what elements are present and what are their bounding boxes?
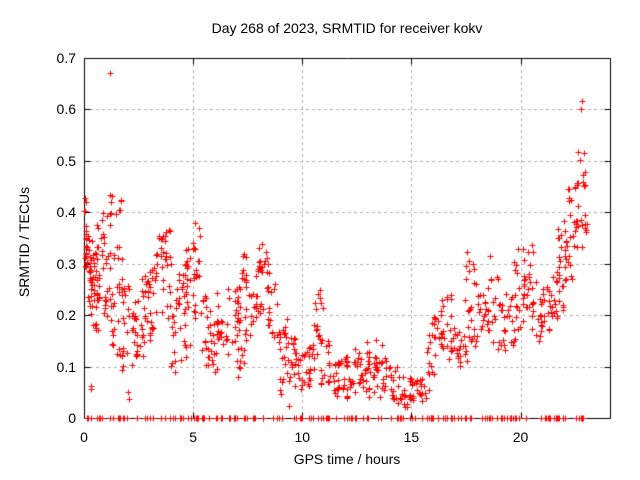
y-tick-label: 0.4 [56,204,76,221]
chart-title: Day 268 of 2023, SRMTID for receiver kok… [211,20,483,36]
y-tick-label: 0.1 [56,358,76,375]
x-tick-label: 0 [80,429,88,445]
y-axis-label: SRMTID / TECUs [16,186,32,298]
y-tick-label: 0 [68,410,76,426]
y-tick-label: 0.5 [56,152,76,169]
x-tick-label: 10 [294,429,311,445]
y-tick-label: 0.3 [56,255,76,272]
y-tick-label: 0.2 [56,307,76,324]
x-tick-label: 20 [512,429,529,445]
y-tick-label: 0.7 [56,50,76,66]
x-tick-label: 5 [189,429,198,445]
y-tick-label: 0.6 [56,101,76,118]
x-axis-label: GPS time / hours [293,451,401,467]
x-tick-label: 15 [403,429,420,445]
